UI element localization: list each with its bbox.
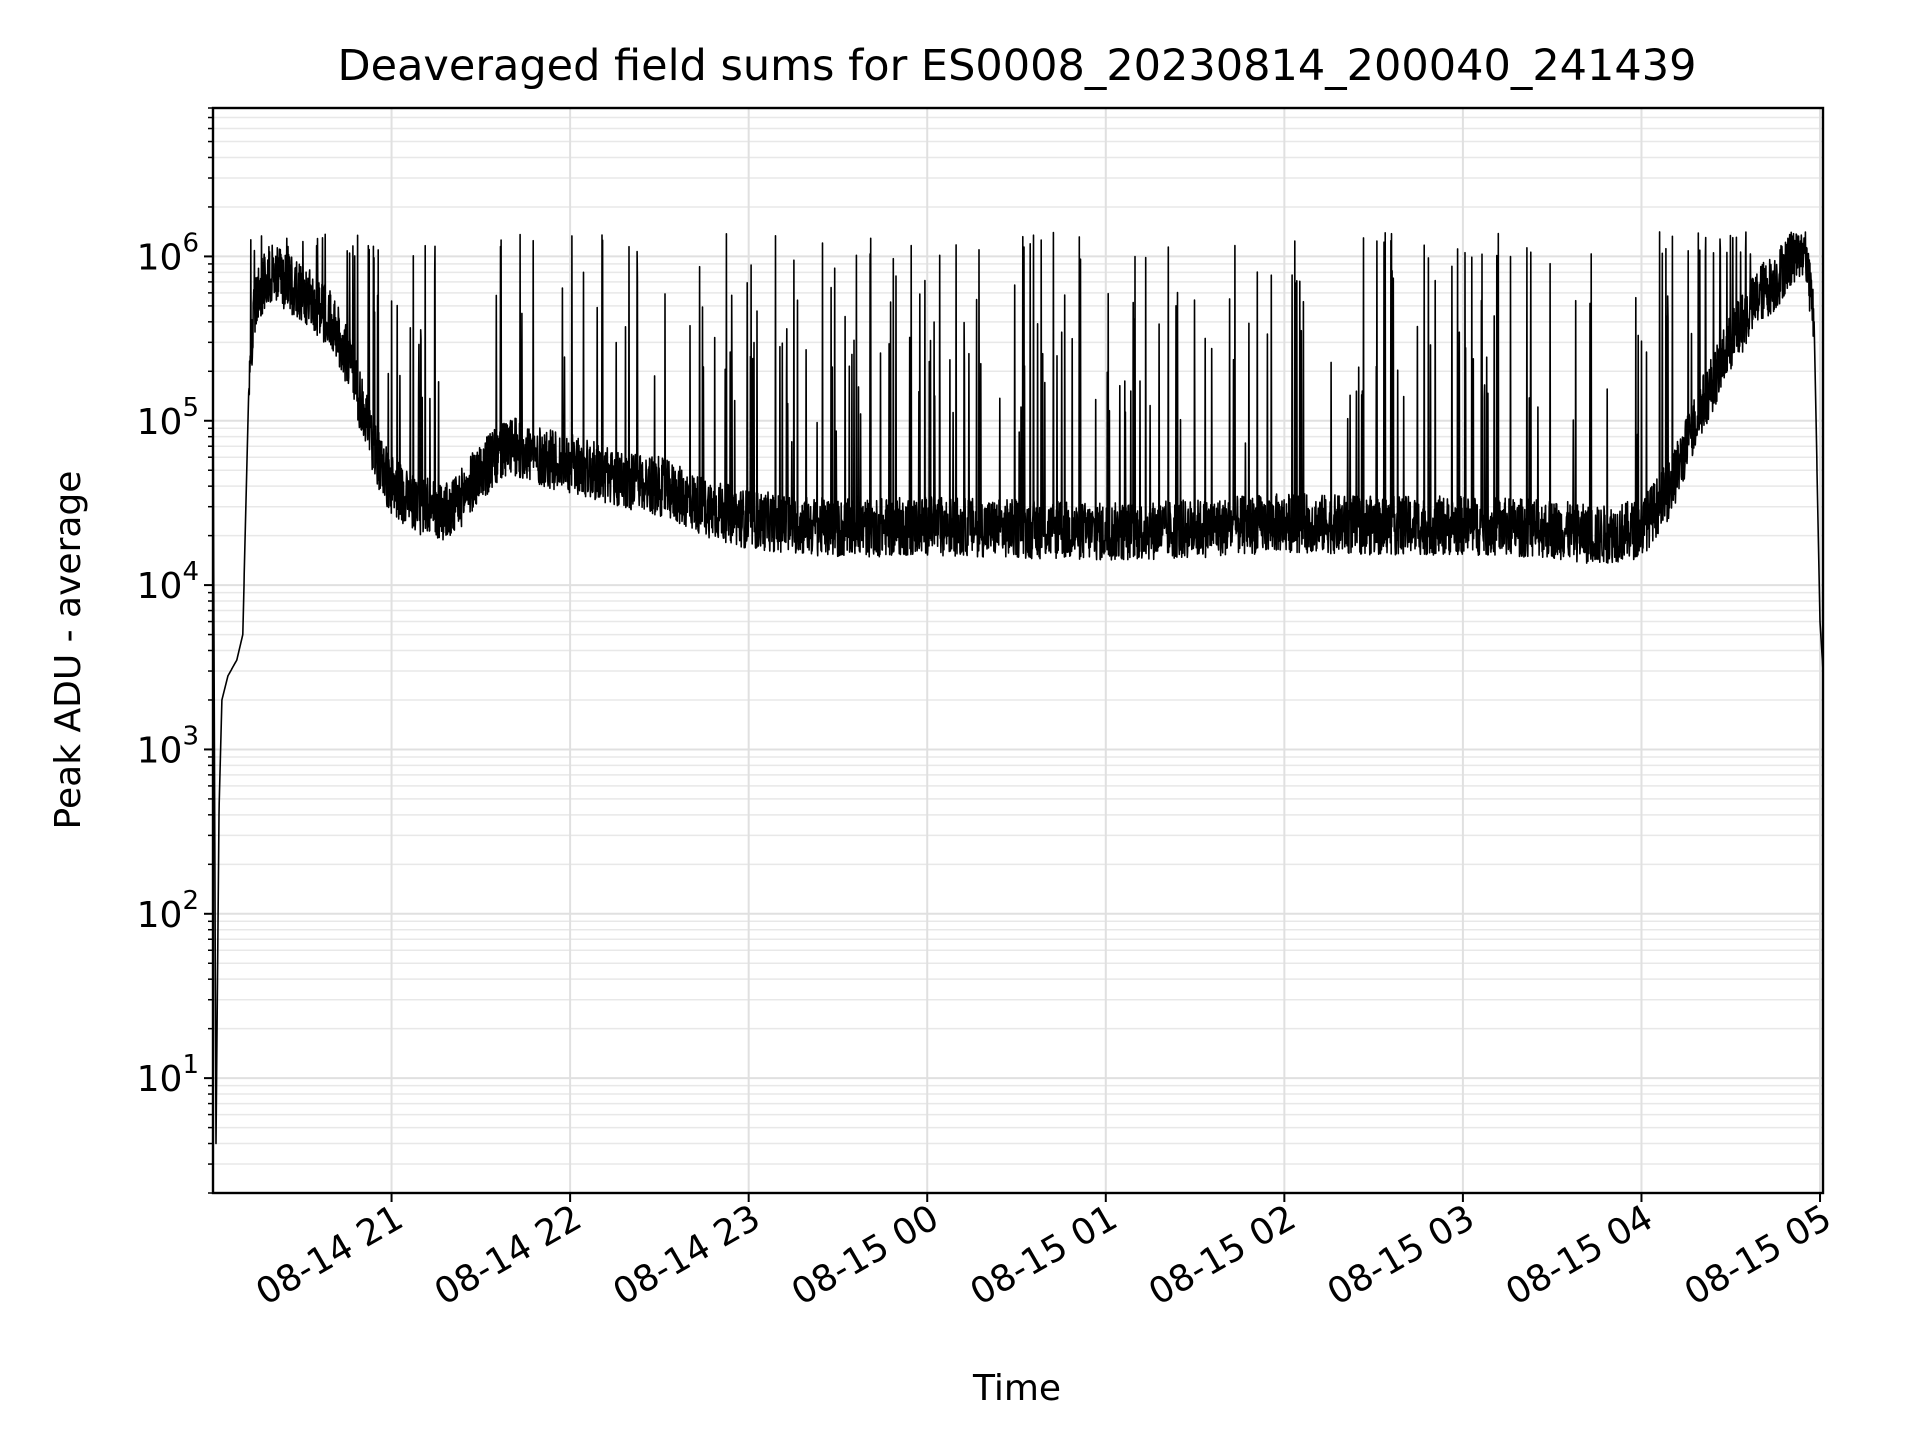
- major-gridlines: [213, 108, 1823, 1193]
- y-tick-label: 102: [137, 886, 199, 936]
- x-tick-label: 08-14 23: [607, 1197, 768, 1313]
- x-tick-label: 08-15 05: [1678, 1197, 1839, 1313]
- minor-gridlines: [213, 107, 1823, 1194]
- y-tick-label: 106: [137, 228, 199, 278]
- x-tick-label: 08-15 00: [785, 1197, 946, 1313]
- chart-title: Deaveraged field sums for ES0008_2023081…: [338, 41, 1697, 91]
- y-tick-label-exponent: 2: [182, 886, 199, 916]
- y-tick-label-base: 10: [137, 402, 183, 443]
- y-tick-label-exponent: 5: [182, 393, 199, 423]
- x-tick-label: 08-15 03: [1321, 1197, 1482, 1313]
- x-tick-label: 08-15 04: [1499, 1197, 1660, 1313]
- y-tick-label-exponent: 6: [182, 228, 199, 258]
- y-tick-label: 103: [137, 721, 199, 771]
- y-tick-label-base: 10: [137, 895, 183, 936]
- x-tick-label: 08-15 01: [964, 1197, 1125, 1313]
- data-series-line: [212, 231, 1824, 1145]
- x-axis-label: Time: [972, 1368, 1061, 1409]
- y-tick-label: 101: [137, 1050, 199, 1100]
- y-tick-label-exponent: 3: [182, 721, 199, 751]
- x-tick-label: 08-15 02: [1142, 1197, 1303, 1313]
- y-tick-label-base: 10: [137, 566, 183, 607]
- y-tick-label-base: 10: [137, 730, 183, 771]
- y-tick-label: 105: [137, 393, 199, 443]
- y-tick-label: 104: [137, 557, 199, 607]
- x-tick-label: 08-14 22: [428, 1197, 589, 1313]
- y-axis-label: Peak ADU - average: [48, 471, 89, 830]
- y-tick-label-exponent: 1: [182, 1050, 199, 1080]
- x-tick-label: 08-14 21: [249, 1197, 410, 1313]
- plot-frame: [211, 106, 1825, 1195]
- y-tick-label-base: 10: [137, 1059, 183, 1100]
- x-tick-labels: 08-14 21 08-14 22 08-14 23 08-15 00 08-15 01…: [249, 1197, 1838, 1313]
- y-tick-label-exponent: 4: [182, 557, 199, 587]
- y-tick-label-base: 10: [137, 237, 183, 278]
- axis-ticks: [204, 107, 1822, 1202]
